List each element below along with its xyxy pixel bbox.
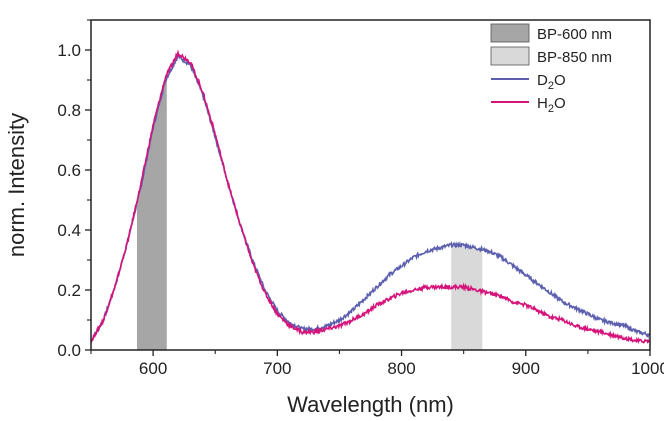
x-tick-label: 900: [512, 359, 540, 378]
y-tick-label: 0.6: [57, 161, 81, 180]
band-0: [136, 77, 167, 350]
band-1: [451, 245, 483, 350]
x-tick-label: 800: [387, 359, 415, 378]
spectra-lines: [90, 49, 651, 344]
y-axis: 0.0 0.2 0.4 0.6 0.8 1.0: [57, 19, 91, 360]
plot-frame: [90, 19, 651, 351]
legend-swatch-band: [490, 23, 530, 43]
y-tick-label: 1.0: [57, 41, 81, 60]
legend-label: D2O: [537, 72, 566, 92]
filter-bands: [136, 77, 483, 350]
legend-label: H2O: [537, 95, 566, 115]
x-tick-label: 700: [263, 359, 291, 378]
y-tick-label: 0.4: [57, 221, 81, 240]
legend-swatch-band: [490, 46, 530, 66]
x-tick-label: 600: [139, 359, 167, 378]
y-tick-label: 0.8: [57, 101, 81, 120]
y-axis-label: norm. Intensity: [4, 113, 29, 257]
series-line-0: [90, 53, 651, 342]
legend-label: BP-600 nm: [537, 26, 612, 43]
y-tick-label: 0.2: [57, 281, 81, 300]
legend-label: BP-850 nm: [537, 49, 612, 66]
y-tick-label: 0.0: [57, 341, 81, 360]
series-line-1: [90, 49, 651, 344]
legend: BP-600 nm BP-850 nm D2O H2O: [490, 23, 612, 115]
x-axis-label: Wavelength (nm): [287, 392, 454, 417]
